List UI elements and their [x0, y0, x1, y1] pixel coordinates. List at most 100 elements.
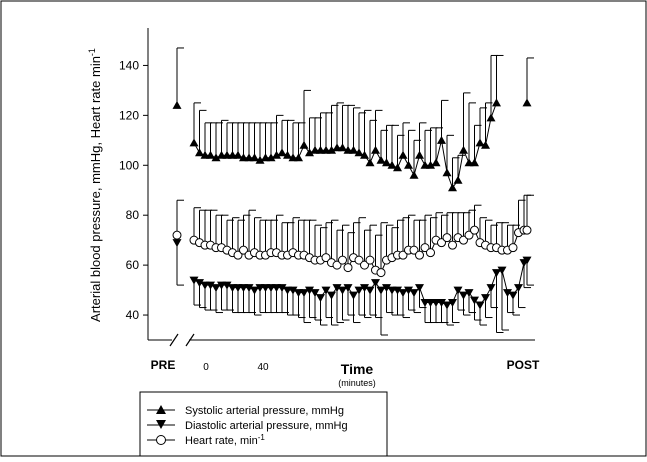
systolic-point [360, 150, 369, 159]
heart-rate-point [338, 255, 347, 265]
heart-rate-point [470, 225, 479, 235]
systolic-point [211, 153, 221, 162]
diastolic-point [514, 284, 523, 293]
axis-break-mark [185, 333, 195, 347]
diastolic-point [299, 289, 309, 298]
legend-label-systolic: Systolic arterial pressure, mmHg [185, 405, 344, 417]
heart-rate-post-point [522, 225, 532, 235]
systolic-point [277, 148, 287, 157]
systolic-point [387, 160, 397, 169]
diastolic-point [277, 284, 287, 293]
diastolic-point [360, 284, 369, 293]
systolic-point [272, 150, 281, 159]
heart-rate-point [420, 243, 430, 253]
diastolic-point [206, 281, 215, 290]
diastolic-point [470, 296, 479, 305]
diastolic-point [343, 284, 353, 293]
legend-marker-triangle-down [156, 420, 166, 429]
x-axis-sublabel: (minutes) [338, 378, 376, 388]
diastolic-point [250, 286, 259, 295]
plot-area [172, 47, 534, 336]
axes: 40 60 80 100 120 140 0 40 [119, 28, 535, 373]
diastolic-point [508, 291, 518, 300]
diastolic-point [464, 289, 474, 298]
y-tick-label: 60 [126, 258, 140, 272]
heart-rate-point [459, 235, 468, 245]
legend-marker-circle-open [156, 435, 166, 445]
systolic-point [376, 155, 386, 164]
systolic-point [459, 145, 468, 154]
heart-rate-point [343, 263, 353, 273]
x-tick-label: 40 [257, 362, 269, 373]
diastolic-point [211, 284, 221, 293]
diastolic-point [371, 279, 380, 288]
systolic-point [404, 160, 413, 169]
systolic-point [398, 150, 408, 159]
systolic-pre-point [172, 100, 182, 109]
diastolic-point [481, 294, 490, 303]
diastolic-pre-point [172, 239, 182, 248]
diastolic-point [382, 284, 391, 293]
y-axis-label: Arterial blood pressure, mmHg, Heart rat… [87, 48, 103, 322]
systolic-point [486, 113, 496, 122]
legend-item-heart-rate: Heart rate, min-1 [147, 433, 265, 447]
diastolic-point [492, 269, 501, 278]
diastolic-point [189, 276, 199, 285]
systolic-point [492, 98, 501, 107]
systolic-point [409, 170, 419, 179]
diastolic-point [376, 286, 386, 295]
systolic-point [393, 163, 402, 172]
heart-rate-point [233, 250, 243, 260]
diastolic-point [365, 286, 375, 295]
heart-rate-pre-point [172, 230, 182, 240]
systolic-point [431, 158, 441, 167]
systolic-point [481, 140, 490, 149]
legend-item-diastolic: Diastolic arterial pressure, mmHg [147, 420, 348, 432]
heart-rate-point [398, 250, 408, 260]
systolic-point [426, 160, 435, 169]
systolic-point [354, 148, 364, 157]
diastolic-point [404, 286, 413, 295]
systolic-point [233, 150, 243, 159]
legend-marker-triangle-up [156, 405, 166, 414]
systolic-post-point [522, 98, 532, 107]
systolic-point [327, 145, 336, 154]
diastolic-point [321, 286, 331, 295]
systolic-point [250, 153, 259, 162]
heart-rate-point [365, 255, 375, 265]
heart-rate-point [442, 233, 452, 243]
heart-rate-point [448, 240, 457, 250]
diastolic-point [437, 299, 446, 308]
legend-label-heart-rate-sup: -1 [258, 433, 266, 442]
systolic-point [437, 135, 446, 144]
systolic-point [365, 158, 375, 167]
diastolic-point [393, 286, 402, 295]
heart-rate-point [360, 260, 369, 270]
diastolic-point [244, 284, 254, 293]
systolic-point [382, 158, 391, 167]
diastolic-point [409, 289, 419, 298]
diastolic-post-point [522, 256, 532, 265]
legend: Systolic arterial pressure, mmHg Diastol… [139, 391, 388, 457]
diastolic-point [327, 291, 336, 300]
diastolic-point [503, 289, 512, 298]
legend-item-systolic: Systolic arterial pressure, mmHg [147, 405, 344, 417]
heart-rate-point [464, 230, 474, 240]
diastolic-point [442, 301, 452, 310]
systolic-point [255, 155, 265, 164]
heart-rate-point [332, 260, 342, 270]
systolic-point [283, 150, 292, 159]
y-axis-label-superscript: -1 [87, 48, 97, 56]
heart-rate-point [354, 255, 364, 265]
heart-rate-point [437, 238, 446, 248]
y-tick-label: 140 [119, 58, 139, 72]
pre-label: PRE [151, 358, 176, 372]
systolic-point [453, 175, 463, 184]
systolic-point [415, 150, 424, 159]
systolic-point [349, 145, 358, 154]
diastolic-point [316, 294, 325, 303]
systolic-point [294, 153, 303, 162]
